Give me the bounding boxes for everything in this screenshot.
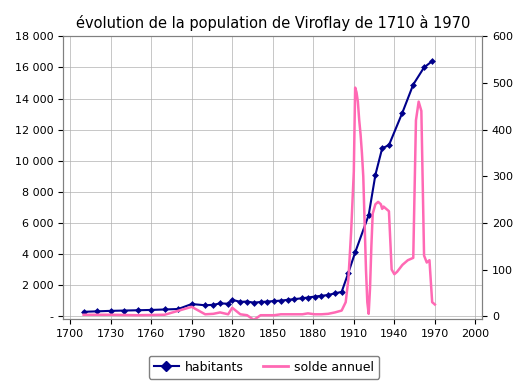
Legend: habitants, solde annuel: habitants, solde annuel [149,356,379,379]
Title: évolution de la population de Viroflay de 1710 à 1970: évolution de la population de Viroflay d… [76,15,470,31]
